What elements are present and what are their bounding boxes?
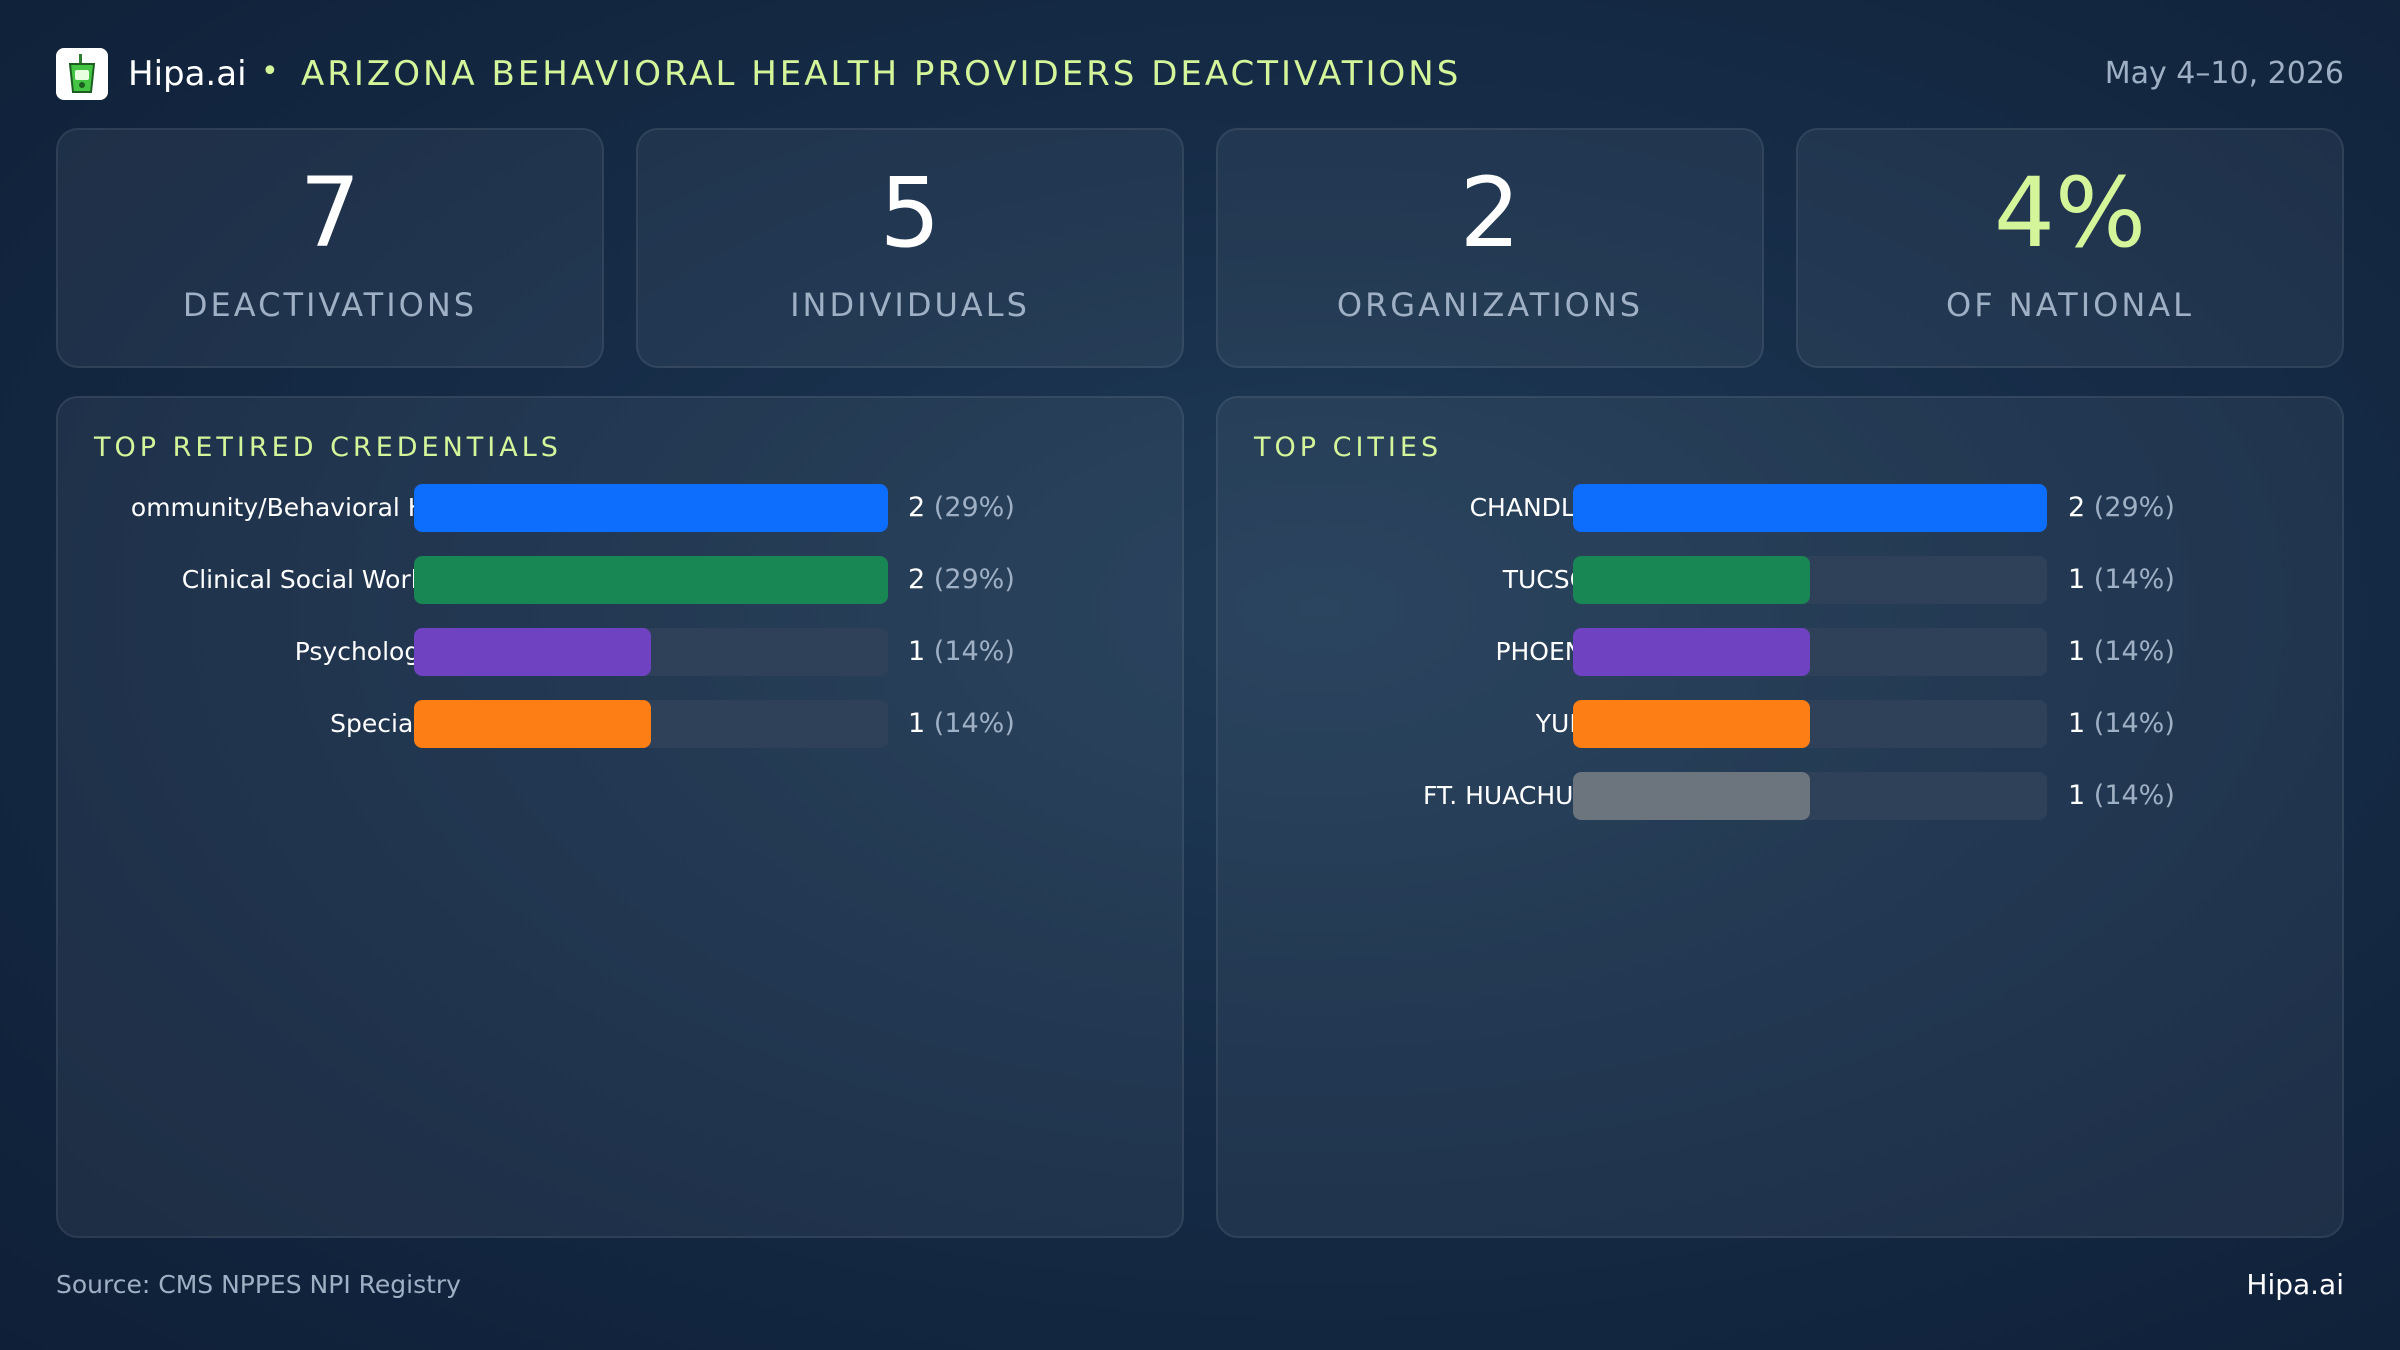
bar-track: [1573, 556, 2047, 604]
bar-count: 1: [2068, 708, 2086, 739]
bar-row: YUMA 1 (14%): [1218, 700, 2342, 748]
kpi-value: 5: [879, 157, 941, 269]
bar-row: TUCSON 1 (14%): [1218, 556, 2342, 604]
kpi-value: 7: [299, 157, 361, 269]
header: Hipa.ai • ARIZONA BEHAVIORAL HEALTH PROV…: [56, 44, 2344, 104]
bar-count: 2: [908, 564, 926, 595]
bar-row: Specialist 1 (14%): [58, 700, 1182, 748]
bar-category-label: CHANDLER: [1469, 493, 1608, 522]
page-title: ARIZONA BEHAVIORAL HEALTH PROVIDERS DEAC…: [301, 54, 1462, 94]
bar-track: [1573, 484, 2047, 532]
cup-icon: [68, 54, 96, 93]
bar-percent: (14%): [2093, 564, 2175, 595]
bar-percent: (29%): [933, 564, 1015, 595]
bar-row: FT. HUACHUCA 1 (14%): [1218, 772, 2342, 820]
kpi-label: DEACTIVATIONS: [182, 286, 478, 324]
kpi-label: INDIVIDUALS: [790, 286, 1030, 324]
panel-title: TOP RETIRED CREDENTIALS: [94, 432, 562, 463]
bar: [1573, 484, 2047, 532]
bar-percent: (14%): [933, 708, 1015, 739]
bar-category-label: ommunity/Behavioral H...: [130, 493, 450, 522]
bar-count: 1: [2068, 564, 2086, 595]
bar-row: ommunity/Behavioral H... 2 (29%): [58, 484, 1182, 532]
date-range: May 4–10, 2026: [2104, 56, 2344, 91]
bar: [1573, 772, 1810, 820]
bar-track: [1573, 628, 2047, 676]
bar-track: [414, 556, 888, 604]
credentials-panel: TOP RETIRED CREDENTIALS ommunity/Behavio…: [56, 396, 1184, 1238]
bar: [1573, 556, 1810, 604]
bar-value-label: 1 (14%): [2068, 556, 2175, 604]
bar-category-label: YUMA: [1535, 709, 1608, 738]
brand-name: Hipa.ai: [128, 54, 247, 94]
bar-percent: (29%): [2093, 492, 2175, 523]
bar-category-label: Specialist: [330, 709, 450, 738]
bar-row: Clinical Social Worker 2 (29%): [58, 556, 1182, 604]
bar-percent: (14%): [2093, 636, 2175, 667]
bar-track: [1573, 772, 2047, 820]
bar: [414, 556, 888, 604]
bar-percent: (29%): [933, 492, 1015, 523]
kpi-value: 2: [1459, 157, 1521, 269]
cities-panel: TOP CITIES CHANDLER 2 (29%) TUCSON 1 (14%) P…: [1216, 396, 2344, 1238]
bar-count: 2: [2068, 492, 2086, 523]
bar-count: 1: [908, 708, 926, 739]
bar-count: 1: [2068, 780, 2086, 811]
bar-count: 1: [908, 636, 926, 667]
bar-row: CHANDLER 2 (29%): [1218, 484, 2342, 532]
panel-title: TOP CITIES: [1254, 432, 1443, 463]
kpi-card-individuals: 5 INDIVIDUALS: [636, 128, 1184, 368]
bar-track: [414, 700, 888, 748]
bar-track: [414, 484, 888, 532]
kpi-card-of-national: 4% OF NATIONAL: [1796, 128, 2344, 368]
bar: [1573, 700, 1810, 748]
bar-percent: (14%): [2093, 780, 2175, 811]
kpi-label: OF NATIONAL: [1946, 286, 2194, 324]
bar-count: 2: [908, 492, 926, 523]
kpi-card-deactivations: 7 DEACTIVATIONS: [56, 128, 604, 368]
bar-value-label: 1 (14%): [908, 700, 1015, 748]
kpi-value: 4%: [1993, 157, 2147, 269]
bar-category-label: Psychologist: [294, 637, 450, 666]
app-logo: [56, 48, 108, 100]
bar-value-label: 1 (14%): [908, 628, 1015, 676]
bar-track: [1573, 700, 2047, 748]
bar-value-label: 1 (14%): [2068, 700, 2175, 748]
bar-value-label: 2 (29%): [2068, 484, 2175, 532]
bar-category-label: PHOENIX: [1495, 637, 1608, 666]
bar: [1573, 628, 1810, 676]
bar-percent: (14%): [933, 636, 1015, 667]
bar: [414, 628, 651, 676]
bar-value-label: 1 (14%): [2068, 628, 2175, 676]
bar-percent: (14%): [2093, 708, 2175, 739]
bar-value-label: 2 (29%): [908, 484, 1015, 532]
bar-row: Psychologist 1 (14%): [58, 628, 1182, 676]
bar: [414, 700, 651, 748]
bar-value-label: 2 (29%): [908, 556, 1015, 604]
footer-brand: Hipa.ai: [2246, 1268, 2344, 1301]
bar-value-label: 1 (14%): [2068, 772, 2175, 820]
source-note: Source: CMS NPPES NPI Registry: [56, 1270, 461, 1299]
bar-row: PHOENIX 1 (14%): [1218, 628, 2342, 676]
bar-category-label: Clinical Social Worker: [181, 565, 450, 594]
bar-track: [414, 628, 888, 676]
kpi-card-organizations: 2 ORGANIZATIONS: [1216, 128, 1764, 368]
kpi-label: ORGANIZATIONS: [1336, 286, 1644, 324]
title-separator: •: [261, 54, 279, 89]
bar-count: 1: [2068, 636, 2086, 667]
bar-category-label: TUCSON: [1502, 565, 1608, 594]
bar: [414, 484, 888, 532]
bar-category-label: FT. HUACHUCA: [1422, 781, 1608, 810]
